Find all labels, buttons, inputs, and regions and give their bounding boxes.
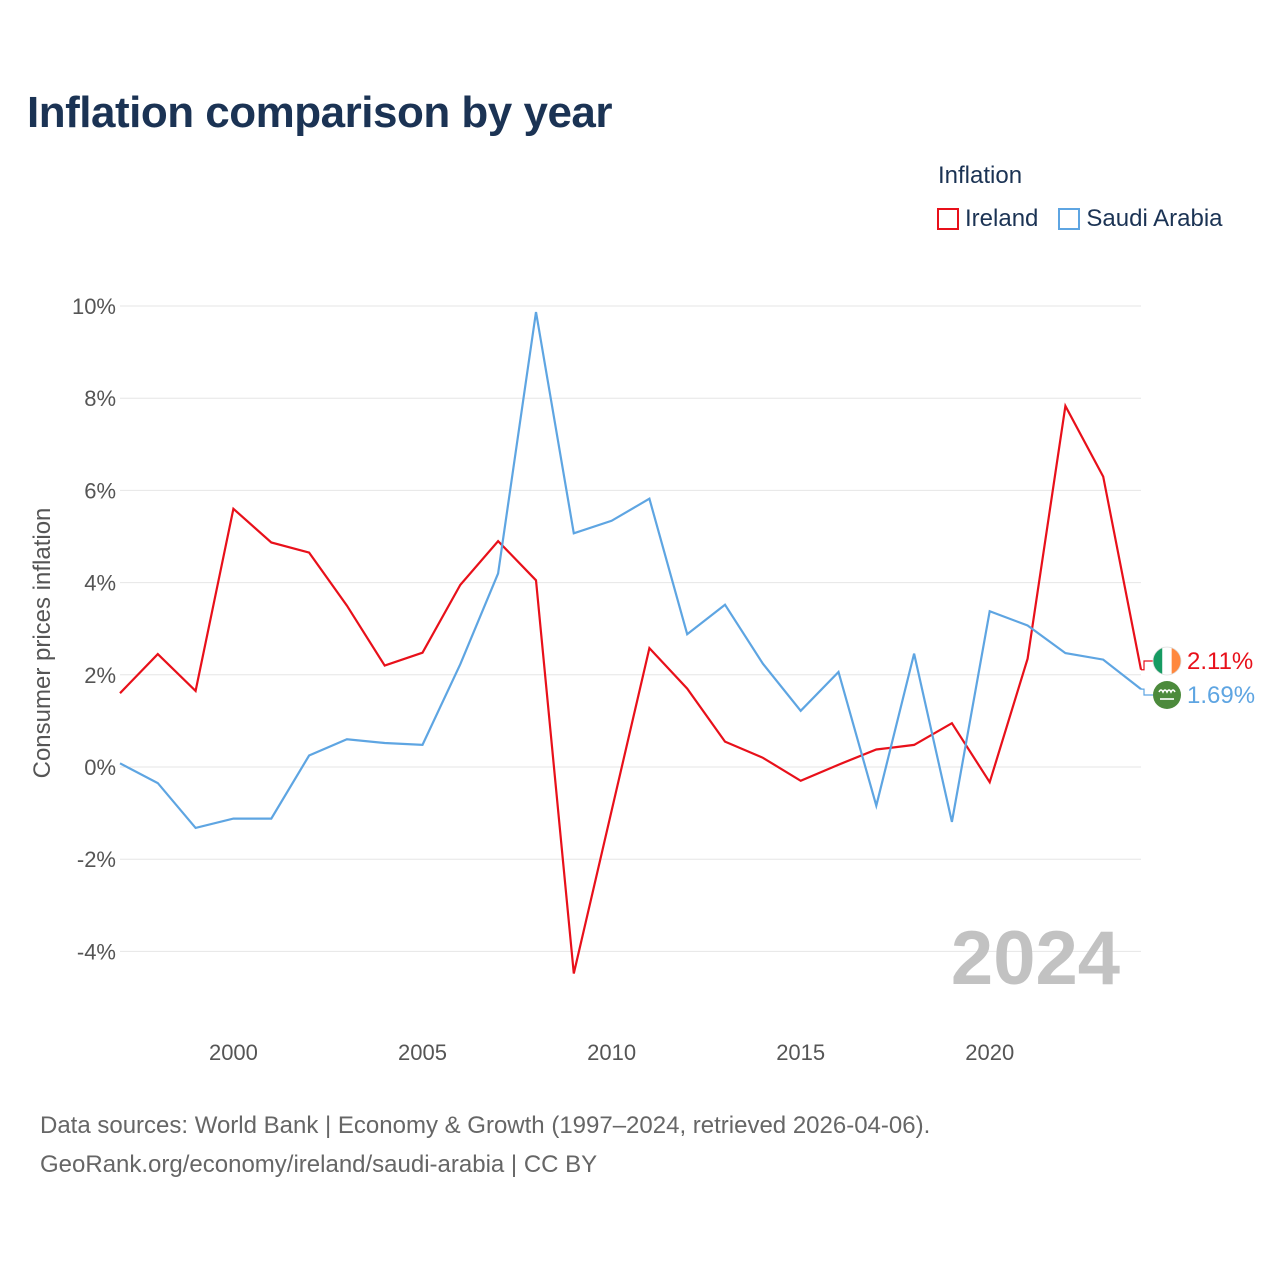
series-end-labels: 2.11% 1.69%: [1141, 646, 1255, 709]
y-tick-label: 2%: [84, 663, 116, 688]
series-line-saudi-arabia[interactable]: [119, 311, 1142, 830]
x-tick-label: 2005: [398, 1040, 447, 1065]
x-axis-ticks: 2000 2005 2010 2015 2020: [209, 1040, 1014, 1065]
legend-swatch-ireland: [937, 208, 959, 230]
saudi-arabia-flag-icon: [1153, 681, 1181, 709]
y-tick-label: 8%: [84, 386, 116, 411]
legend-label-saudi-arabia: Saudi Arabia: [1086, 205, 1223, 232]
legend-label-ireland: Ireland: [965, 205, 1039, 232]
footer-link[interactable]: GeoRank.org/economy/ireland/saudi-arabia…: [40, 1151, 598, 1178]
x-tick-label: 2020: [965, 1040, 1014, 1065]
x-tick-label: 2010: [587, 1040, 636, 1065]
legend-item-ireland[interactable]: Ireland: [937, 205, 1038, 233]
y-tick-label: 6%: [84, 478, 116, 503]
y-axis-label: Consumer prices inflation: [29, 508, 56, 779]
legend-title: Inflation: [938, 162, 1023, 189]
end-value-label-ireland: 2.11%: [1187, 648, 1253, 675]
chart-title: Inflation comparison by year: [27, 88, 613, 137]
y-tick-label: 10%: [72, 294, 116, 319]
legend: Ireland Saudi Arabia: [937, 205, 1243, 233]
year-watermark: 2024: [951, 916, 1120, 1001]
y-tick-label: 0%: [84, 755, 116, 780]
y-axis-ticks: -4% -2% 0% 2% 4% 6% 8% 10%: [72, 294, 116, 964]
y-tick-label: 4%: [84, 571, 116, 596]
series-line-ireland[interactable]: [119, 402, 1143, 974]
end-value-label-saudi-arabia: 1.69%: [1187, 682, 1255, 709]
footer-source: Data sources: World Bank | Economy & Gro…: [40, 1112, 931, 1139]
y-tick-label: -4%: [77, 939, 116, 964]
end-connector-saudi-arabia: [1141, 688, 1153, 696]
x-tick-label: 2015: [776, 1040, 825, 1065]
legend-swatch-saudi-arabia: [1058, 208, 1081, 230]
x-tick-label: 2000: [209, 1040, 258, 1065]
end-connector-ireland: [1141, 660, 1153, 671]
series-lines: [119, 311, 1143, 974]
legend-item-saudi-arabia[interactable]: Saudi Arabia: [1058, 205, 1223, 233]
y-tick-label: -2%: [77, 847, 116, 872]
ireland-flag-icon: [1152, 646, 1182, 676]
gridlines: [120, 305, 1141, 952]
footer: Data sources: World Bank | Economy & Gro…: [40, 1106, 930, 1184]
